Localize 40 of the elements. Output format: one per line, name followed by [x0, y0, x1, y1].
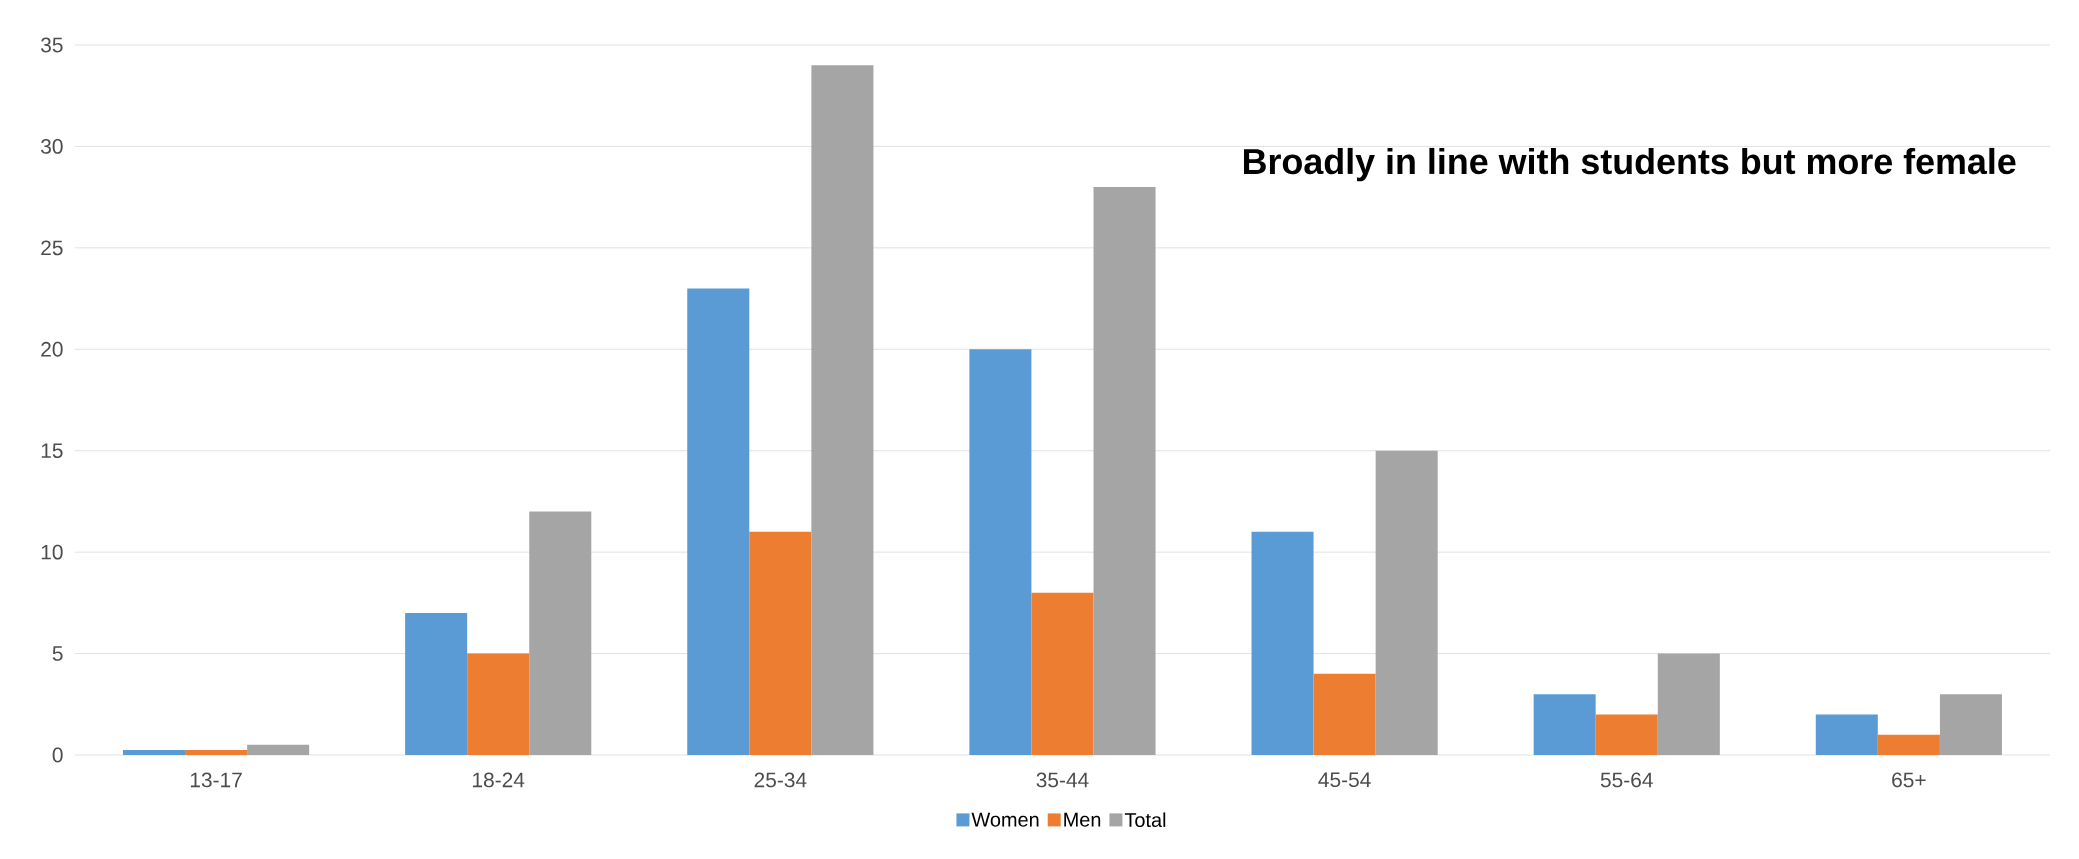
- y-tick-label: 35: [41, 37, 63, 53]
- y-tick-label: 20: [41, 341, 63, 357]
- x-tick-label: 25-34: [754, 772, 807, 788]
- bar: [811, 65, 874, 755]
- y-tick-label: 25: [41, 240, 63, 256]
- y-tick-label: 0: [52, 747, 63, 763]
- x-tick-label: 55-64: [1600, 772, 1653, 788]
- y-tick-label: 10: [41, 544, 63, 560]
- bar: [1533, 694, 1596, 755]
- bar: [969, 349, 1032, 755]
- bar: [247, 744, 310, 755]
- bar: [405, 613, 468, 755]
- x-tick-label: 35-44: [1036, 772, 1089, 788]
- x-tick-label: 18-24: [473, 772, 525, 788]
- bar: [185, 749, 248, 755]
- bar: [1939, 694, 2002, 755]
- bar: [1251, 531, 1314, 755]
- x-tick-label: 45-54: [1318, 772, 1371, 788]
- bar: [1815, 714, 1878, 755]
- x-tick-label: 13-17: [190, 772, 242, 788]
- text: Broadly in line with students but more female: [1243, 147, 2016, 182]
- bar: [1657, 653, 1720, 755]
- y-tick-label: 5: [52, 646, 63, 661]
- y-tick-label: 30: [41, 139, 63, 154]
- bar: [122, 749, 186, 755]
- legend-label: Women: [971, 812, 1039, 827]
- bar: [529, 511, 592, 755]
- bar: [1031, 592, 1094, 755]
- y-tick-label: 15: [41, 443, 63, 459]
- bar: [1313, 673, 1376, 755]
- bar: [687, 288, 750, 755]
- legend-label: Men: [1064, 812, 1101, 827]
- bar: [467, 653, 530, 755]
- bar: [1093, 186, 1156, 755]
- bar: [749, 531, 812, 755]
- bar: [1595, 714, 1658, 755]
- x-tick-label: 65+: [1892, 772, 1926, 788]
- bar: [1375, 450, 1438, 755]
- bar: [1877, 734, 1940, 755]
- legend-label: Total: [1124, 812, 1166, 828]
